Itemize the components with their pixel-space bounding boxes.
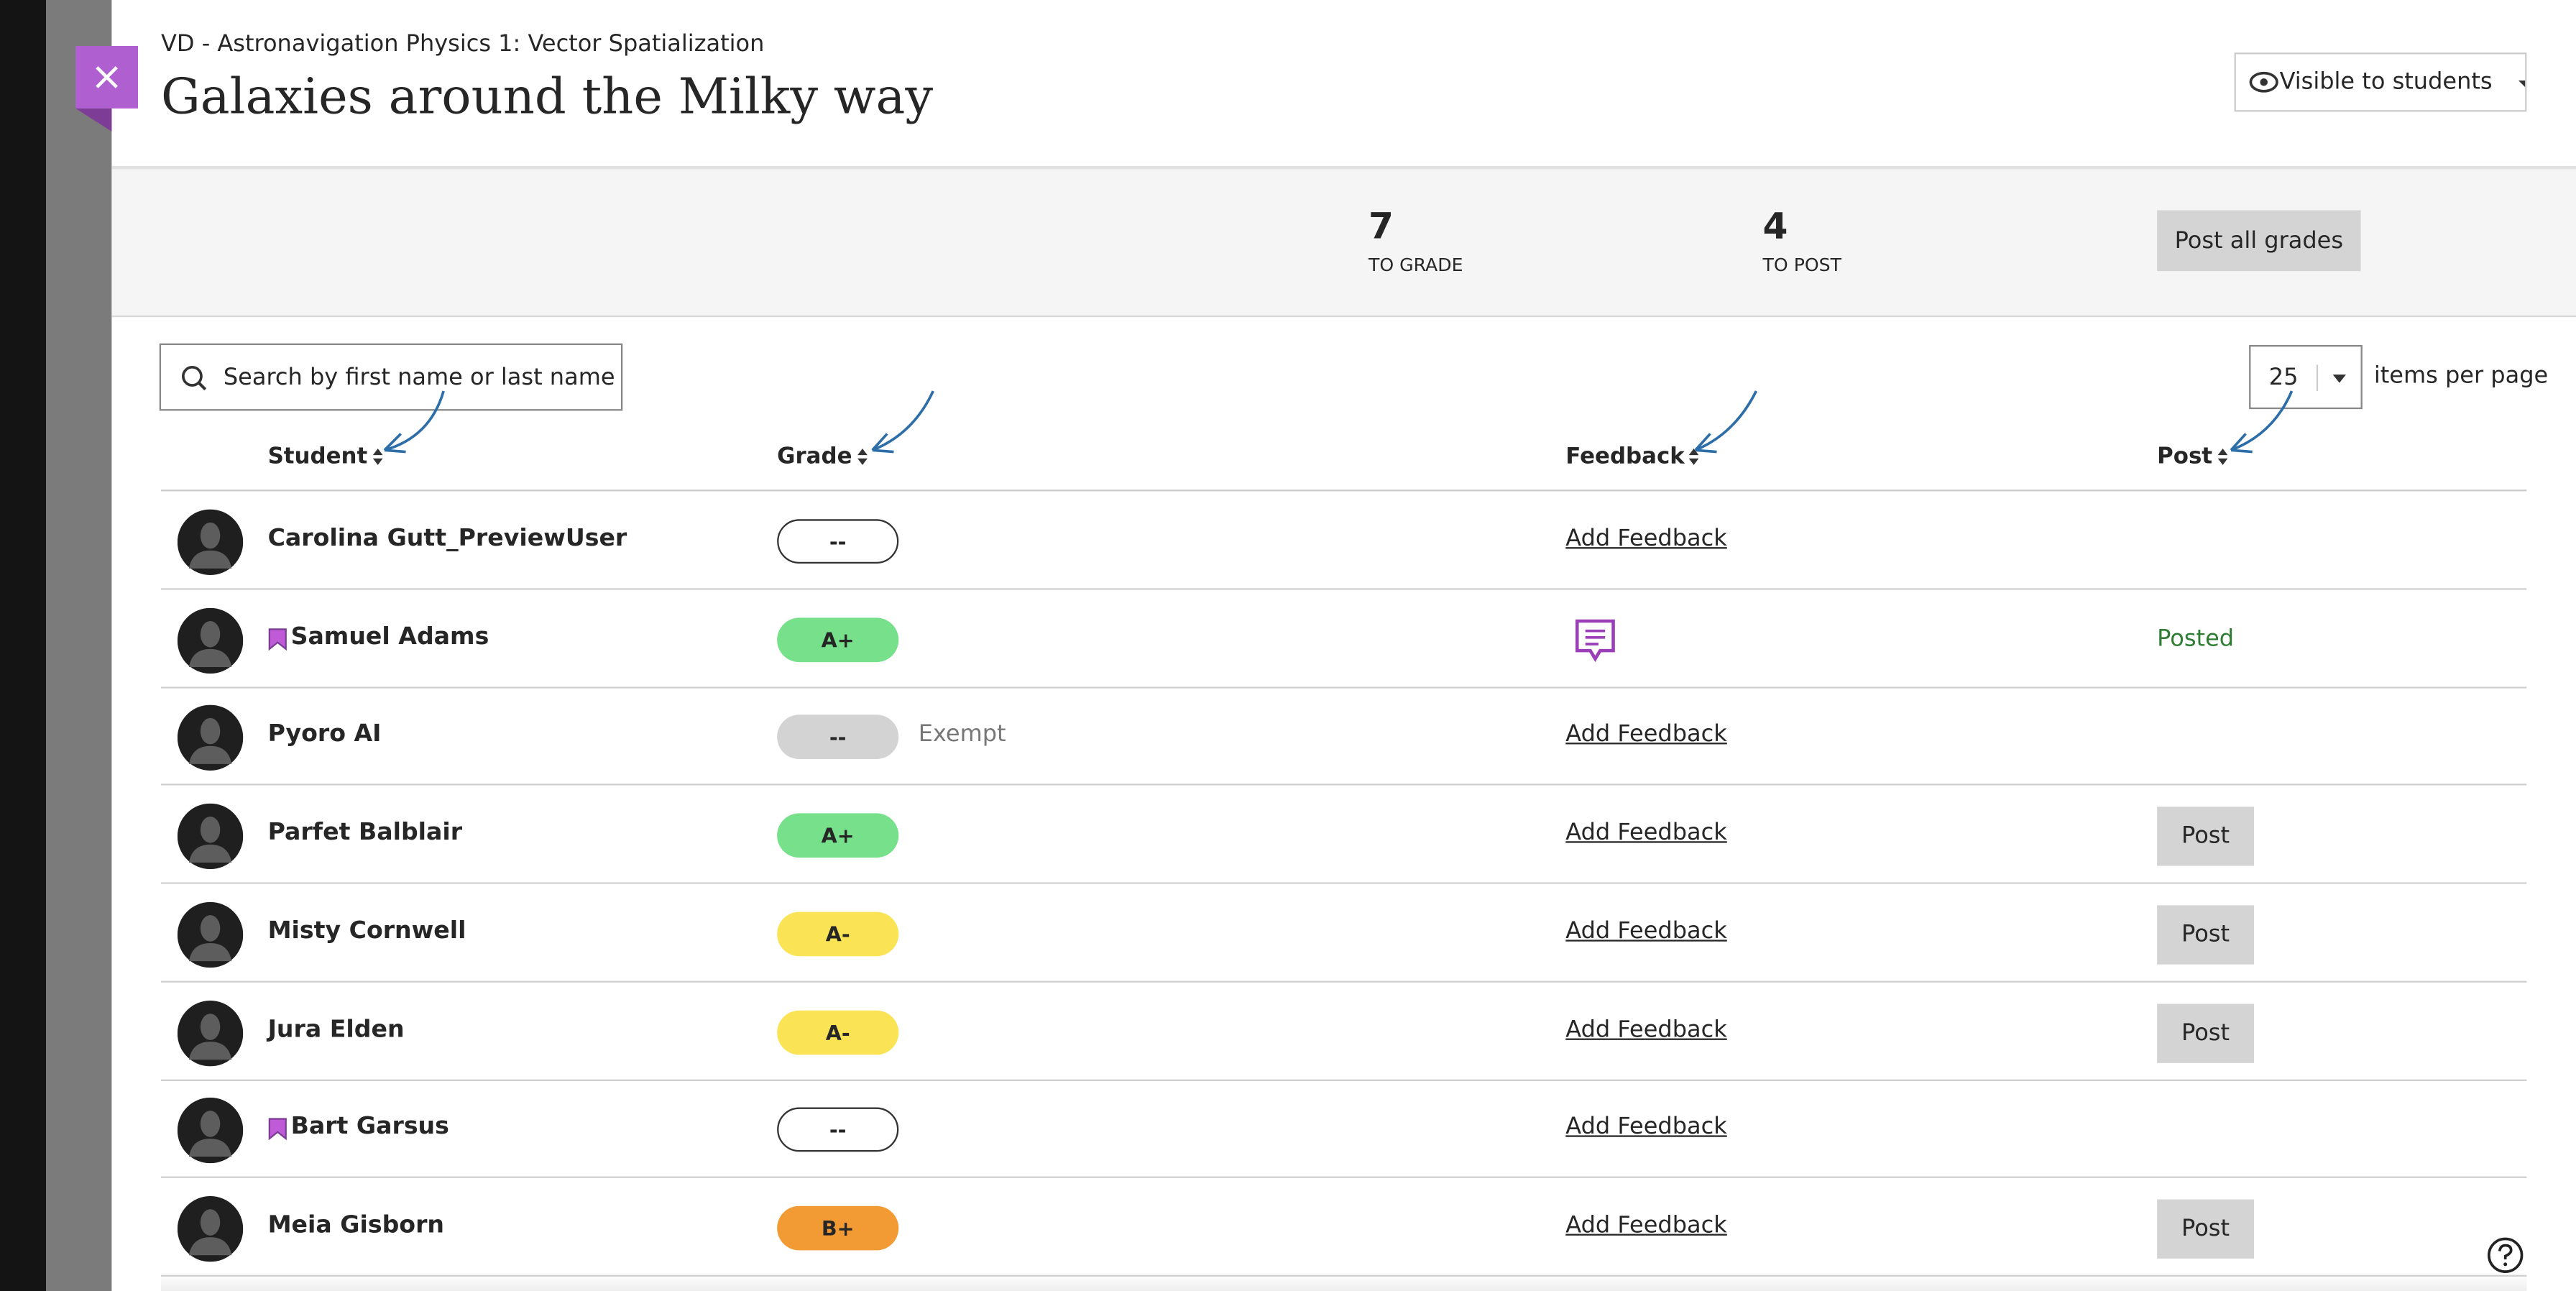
- feedback-link[interactable]: Add Feedback: [1565, 525, 1727, 552]
- caret: [2518, 80, 2526, 87]
- row-divider: [160, 686, 2527, 688]
- column-label: Post: [2157, 444, 2213, 470]
- student-name[interactable]: Meia Gisborn: [267, 1212, 445, 1239]
- avatar: [177, 705, 244, 771]
- close-fold: [75, 108, 112, 132]
- avatar-icon: [177, 607, 244, 674]
- bookmark: [268, 1118, 287, 1141]
- row-divider: [160, 1078, 2527, 1080]
- search-icon: [182, 364, 207, 390]
- grade-note: Exempt: [918, 722, 1006, 748]
- student-name[interactable]: Parfet Balblair: [267, 819, 463, 847]
- grade-pill[interactable]: A-: [777, 1009, 899, 1055]
- post-button[interactable]: Post: [2157, 807, 2254, 866]
- post-button[interactable]: Post: [2157, 1003, 2254, 1062]
- visibility-button[interactable]: Visible to students: [2234, 52, 2527, 112]
- caret: [2332, 373, 2346, 382]
- feedback-link[interactable]: Add Feedback: [1565, 918, 1727, 945]
- bookmark: [268, 628, 287, 651]
- flag-icon: [268, 625, 288, 651]
- column-header[interactable]: Grade: [777, 444, 872, 470]
- avatar: [177, 607, 244, 674]
- eye-icon: [2249, 71, 2278, 93]
- search-placeholder: Search by first name or last name: [223, 364, 615, 390]
- sort-icon: [2217, 448, 2227, 465]
- sort-icon: [857, 448, 868, 465]
- feedback-link[interactable]: Add Feedback: [1565, 1016, 1727, 1043]
- table-rule: [160, 490, 2527, 492]
- feedback-link[interactable]: Add Feedback: [1565, 819, 1727, 847]
- avatar-icon: [177, 705, 244, 771]
- row-divider: [160, 1176, 2527, 1179]
- student-name[interactable]: Misty Cornwell: [267, 918, 466, 945]
- student-name[interactable]: Samuel Adams: [290, 623, 489, 651]
- column-label: Feedback: [1565, 444, 1685, 470]
- avatar-icon: [177, 1195, 244, 1262]
- flag-icon: [268, 1116, 288, 1141]
- student-name[interactable]: Carolina Gutt_PreviewUser: [267, 525, 627, 552]
- avatar-icon: [177, 803, 244, 870]
- grade-pill[interactable]: A+: [777, 617, 899, 662]
- post-button[interactable]: Post: [2157, 904, 2254, 965]
- avatar-icon: [177, 1098, 244, 1164]
- visibility-label: Visible to students: [2279, 68, 2493, 96]
- row-divider: [160, 588, 2527, 590]
- grade-pill[interactable]: A-: [777, 911, 899, 956]
- grade-pill[interactable]: --: [777, 519, 899, 564]
- student-name[interactable]: Jura Elden: [267, 1016, 405, 1043]
- sort-icon: [372, 448, 382, 465]
- post-all-button[interactable]: Post all grades: [2157, 210, 2361, 272]
- column-header[interactable]: Post: [2157, 444, 2232, 470]
- avatar: [177, 509, 244, 575]
- grade-pill[interactable]: A+: [777, 813, 899, 858]
- close-button[interactable]: [75, 45, 138, 109]
- feedback-link[interactable]: Add Feedback: [1565, 1114, 1727, 1141]
- feedback-icon[interactable]: [1575, 617, 1618, 663]
- column-header[interactable]: Student: [268, 444, 387, 470]
- stat-label: TO POST: [1762, 254, 1841, 276]
- post-status: Posted: [2157, 625, 2235, 652]
- help-icon[interactable]: [2484, 1236, 2526, 1278]
- row-divider: [160, 784, 2527, 786]
- feedback-link[interactable]: Add Feedback: [1565, 722, 1727, 748]
- avatar: [177, 901, 244, 968]
- post-button[interactable]: Post: [2157, 1199, 2254, 1259]
- avatar: [177, 803, 244, 870]
- comment-icon: [1575, 618, 1615, 662]
- avatar-icon: [177, 901, 244, 968]
- course-name: VD - Astronavigation Physics 1: Vector S…: [160, 31, 765, 58]
- grade-pill[interactable]: B+: [777, 1205, 899, 1251]
- background-page: [45, 0, 112, 1291]
- row-divider: [160, 882, 2527, 884]
- close-icon: [96, 66, 118, 88]
- grade-pill[interactable]: --: [777, 715, 899, 760]
- per-page-value: 25: [2250, 364, 2319, 390]
- per-page-label: items per page: [2373, 363, 2549, 390]
- search-box[interactable]: Search by first name or last name: [159, 343, 623, 411]
- student-name[interactable]: Bart Garsus: [290, 1114, 449, 1141]
- grade-pill[interactable]: --: [777, 1107, 899, 1152]
- column-header[interactable]: Feedback: [1565, 444, 1704, 470]
- row-divider: [160, 1274, 2527, 1277]
- sort-icon: [1689, 448, 1700, 465]
- student-name[interactable]: Pyoro AI: [267, 722, 382, 748]
- column-label: Student: [267, 444, 368, 470]
- stat-value: 7: [1368, 206, 1394, 249]
- avatar: [177, 1195, 244, 1262]
- column-label: Grade: [777, 444, 852, 470]
- avatar: [177, 1098, 244, 1164]
- stat-label: TO GRADE: [1368, 254, 1463, 276]
- avatar-icon: [177, 509, 244, 575]
- avatar: [177, 999, 244, 1066]
- page-title: Galaxies around the Milky way: [160, 68, 934, 127]
- feedback-link[interactable]: Add Feedback: [1565, 1212, 1727, 1239]
- avatar-icon: [177, 999, 244, 1066]
- per-page-select[interactable]: 25: [2249, 344, 2363, 410]
- sidebar: [0, 0, 46, 1291]
- stat-value: 4: [1762, 206, 1788, 249]
- row-divider: [160, 980, 2527, 983]
